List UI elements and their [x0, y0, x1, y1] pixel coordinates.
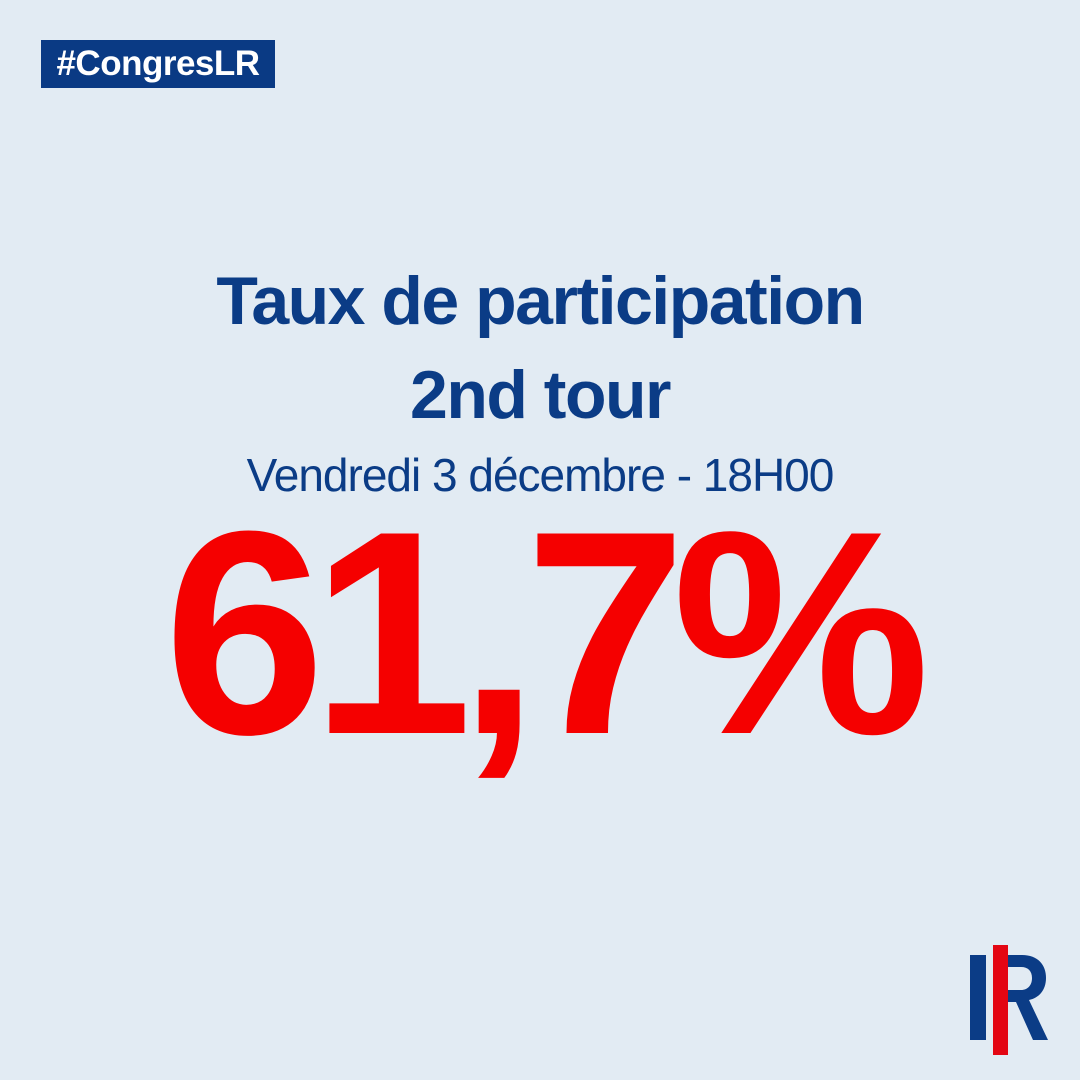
- logo-bar-red: [993, 945, 1008, 1055]
- logo-r: [1008, 955, 1048, 1040]
- logo-bar-blue: [970, 955, 986, 1040]
- hashtag: #CongresLR: [41, 40, 275, 88]
- title-line: 2nd tour: [410, 357, 671, 433]
- subtitle: Vendredi 3 décembre - 18H00: [246, 449, 835, 501]
- participation-rate: 61,7%: [163, 471, 930, 795]
- logo: [970, 945, 1048, 1055]
- title-line: Taux de participation: [216, 263, 865, 339]
